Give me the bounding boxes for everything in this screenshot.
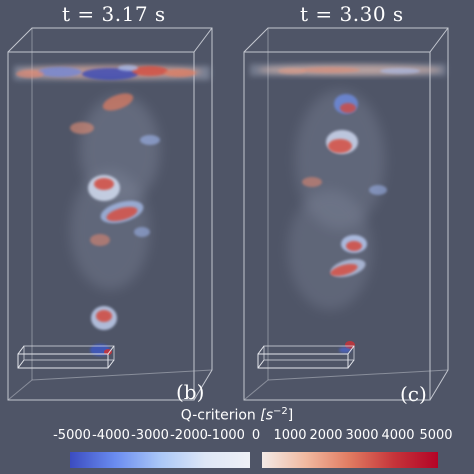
colorbar-tick: 2000 xyxy=(309,428,343,443)
panel-b-wake-vortices xyxy=(70,93,160,356)
panel-c-domain-box xyxy=(243,27,449,401)
panel-c-obstacle xyxy=(257,345,355,369)
colorbar-tick: 3000 xyxy=(345,428,379,443)
colorbar-positive-range xyxy=(262,452,438,468)
colorbar-tick-labels: -5000 -4000 -3000 -2000 -1000 0 1000 200… xyxy=(0,428,474,448)
colorbar-unit: [s xyxy=(260,407,273,424)
colorbar-negative-range xyxy=(70,452,250,468)
panel-c-wake-vortices xyxy=(288,90,387,353)
colorbar-tick: 1000 xyxy=(273,428,307,443)
colorbar-tick: 5000 xyxy=(419,428,453,443)
colorbar-tick: -1000 xyxy=(207,428,245,443)
colorbar-title: Q-criterion [s−2] xyxy=(0,406,474,424)
panel-b-time-label: t = 3.17 s xyxy=(62,2,166,26)
colorbar-tick: -3000 xyxy=(131,428,169,443)
colorbar-tick: -5000 xyxy=(53,428,91,443)
panel-b-obstacle xyxy=(17,345,115,369)
panel-b-surface-vortices xyxy=(14,65,210,80)
colorbar-tick: 4000 xyxy=(381,428,415,443)
panel-b-label: (b) xyxy=(176,380,205,404)
colorbar-title-text: Q-criterion xyxy=(180,407,261,424)
colorbar-tick: 0 xyxy=(251,428,261,443)
panel-c-surface-vortices xyxy=(250,64,446,76)
panel-c-time-label: t = 3.30 s xyxy=(300,2,404,26)
colorbar-tick: -4000 xyxy=(92,428,130,443)
panel-b-domain-box xyxy=(7,27,213,401)
colorbar-tick: -2000 xyxy=(170,428,208,443)
panel-c-label: (c) xyxy=(400,382,427,406)
colorbar-unit-exponent: −2 xyxy=(273,406,288,417)
colorbar-unit-close: ] xyxy=(287,407,294,424)
